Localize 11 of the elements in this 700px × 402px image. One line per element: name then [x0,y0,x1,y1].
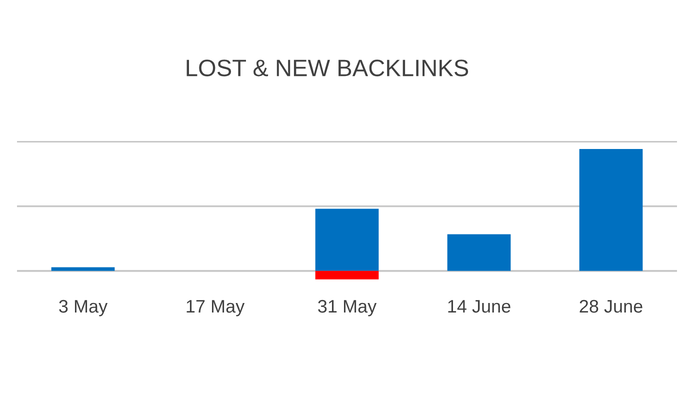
chart-title: LOST & NEW BACKLINKS [186,60,468,76]
bar [315,208,379,271]
x-tick-label: 17 May [186,300,245,316]
bar [51,267,115,271]
x-tick-label: 14 June [448,300,510,313]
x-tick-label: 31 May [318,300,377,316]
x-tick-label: 28 June [580,300,642,313]
x-tick-label: 3 May [59,300,108,316]
bar [579,148,643,271]
bar [447,234,511,271]
bar [315,270,379,280]
